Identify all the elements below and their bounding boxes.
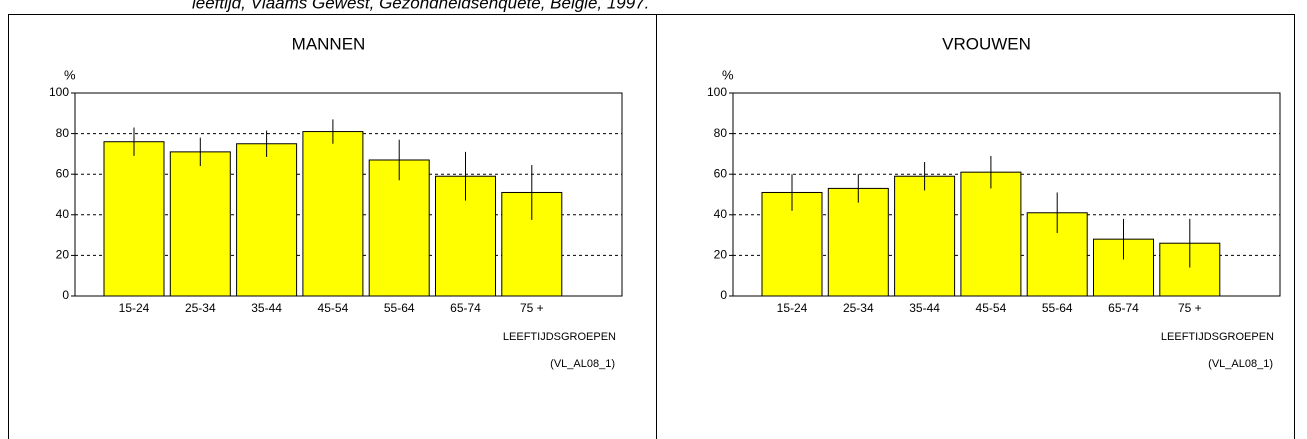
- bar: [894, 175, 956, 297]
- bar: [169, 151, 231, 297]
- y-tick-label: 0: [62, 288, 69, 302]
- y-tick-label: 40: [714, 207, 728, 221]
- chart-title: VROUWEN: [942, 34, 1031, 53]
- note: (VL_AL08_1): [1208, 358, 1273, 370]
- bar: [302, 131, 364, 297]
- bar: [103, 141, 165, 297]
- x-tick-label: 45-54: [318, 301, 349, 315]
- frame: [8, 14, 1295, 439]
- y-tick-label: 0: [720, 288, 727, 302]
- bar: [1159, 242, 1221, 297]
- x-tick-label: 35-44: [251, 301, 282, 315]
- y-tick-label: 80: [714, 126, 728, 140]
- x-tick-label: 55-64: [384, 301, 415, 315]
- x-tick-label: 65-74: [1108, 301, 1139, 315]
- x-tick-label: 45-54: [976, 301, 1007, 315]
- note: (VL_AL08_1): [550, 358, 615, 370]
- x-tick-label: 75 +: [520, 301, 544, 315]
- y-tick-label: 20: [56, 248, 70, 262]
- y-tick-label: 60: [56, 166, 70, 180]
- bar: [368, 159, 430, 297]
- bar: [236, 143, 298, 297]
- x-tick-label: 65-74: [450, 301, 481, 315]
- x-axis-label: LEEFTIJDSGROEPEN: [1161, 331, 1274, 343]
- page-title: leeftijd, Vlaams Gewest, Gezondheidsenqu…: [192, 0, 649, 12]
- x-tick-label: 35-44: [909, 301, 940, 315]
- y-axis-label: %: [64, 67, 76, 82]
- x-tick-label: 55-64: [1042, 301, 1073, 315]
- y-tick-label: 20: [714, 248, 728, 262]
- y-tick-label: 60: [714, 166, 728, 180]
- y-axis-label: %: [722, 67, 734, 82]
- y-tick-label: 100: [707, 85, 727, 99]
- x-tick-label: 15-24: [777, 301, 808, 315]
- bar: [827, 187, 889, 297]
- y-tick-label: 40: [56, 207, 70, 221]
- bar: [501, 191, 563, 297]
- x-tick-label: 75 +: [1178, 301, 1202, 315]
- x-axis-label: LEEFTIJDSGROEPEN: [503, 331, 616, 343]
- x-tick-label: 15-24: [119, 301, 150, 315]
- y-tick-label: 80: [56, 126, 70, 140]
- bar: [960, 171, 1022, 297]
- x-tick-label: 25-34: [843, 301, 874, 315]
- y-tick-label: 100: [49, 85, 69, 99]
- x-tick-label: 25-34: [185, 301, 216, 315]
- chart-title: MANNEN: [292, 34, 366, 53]
